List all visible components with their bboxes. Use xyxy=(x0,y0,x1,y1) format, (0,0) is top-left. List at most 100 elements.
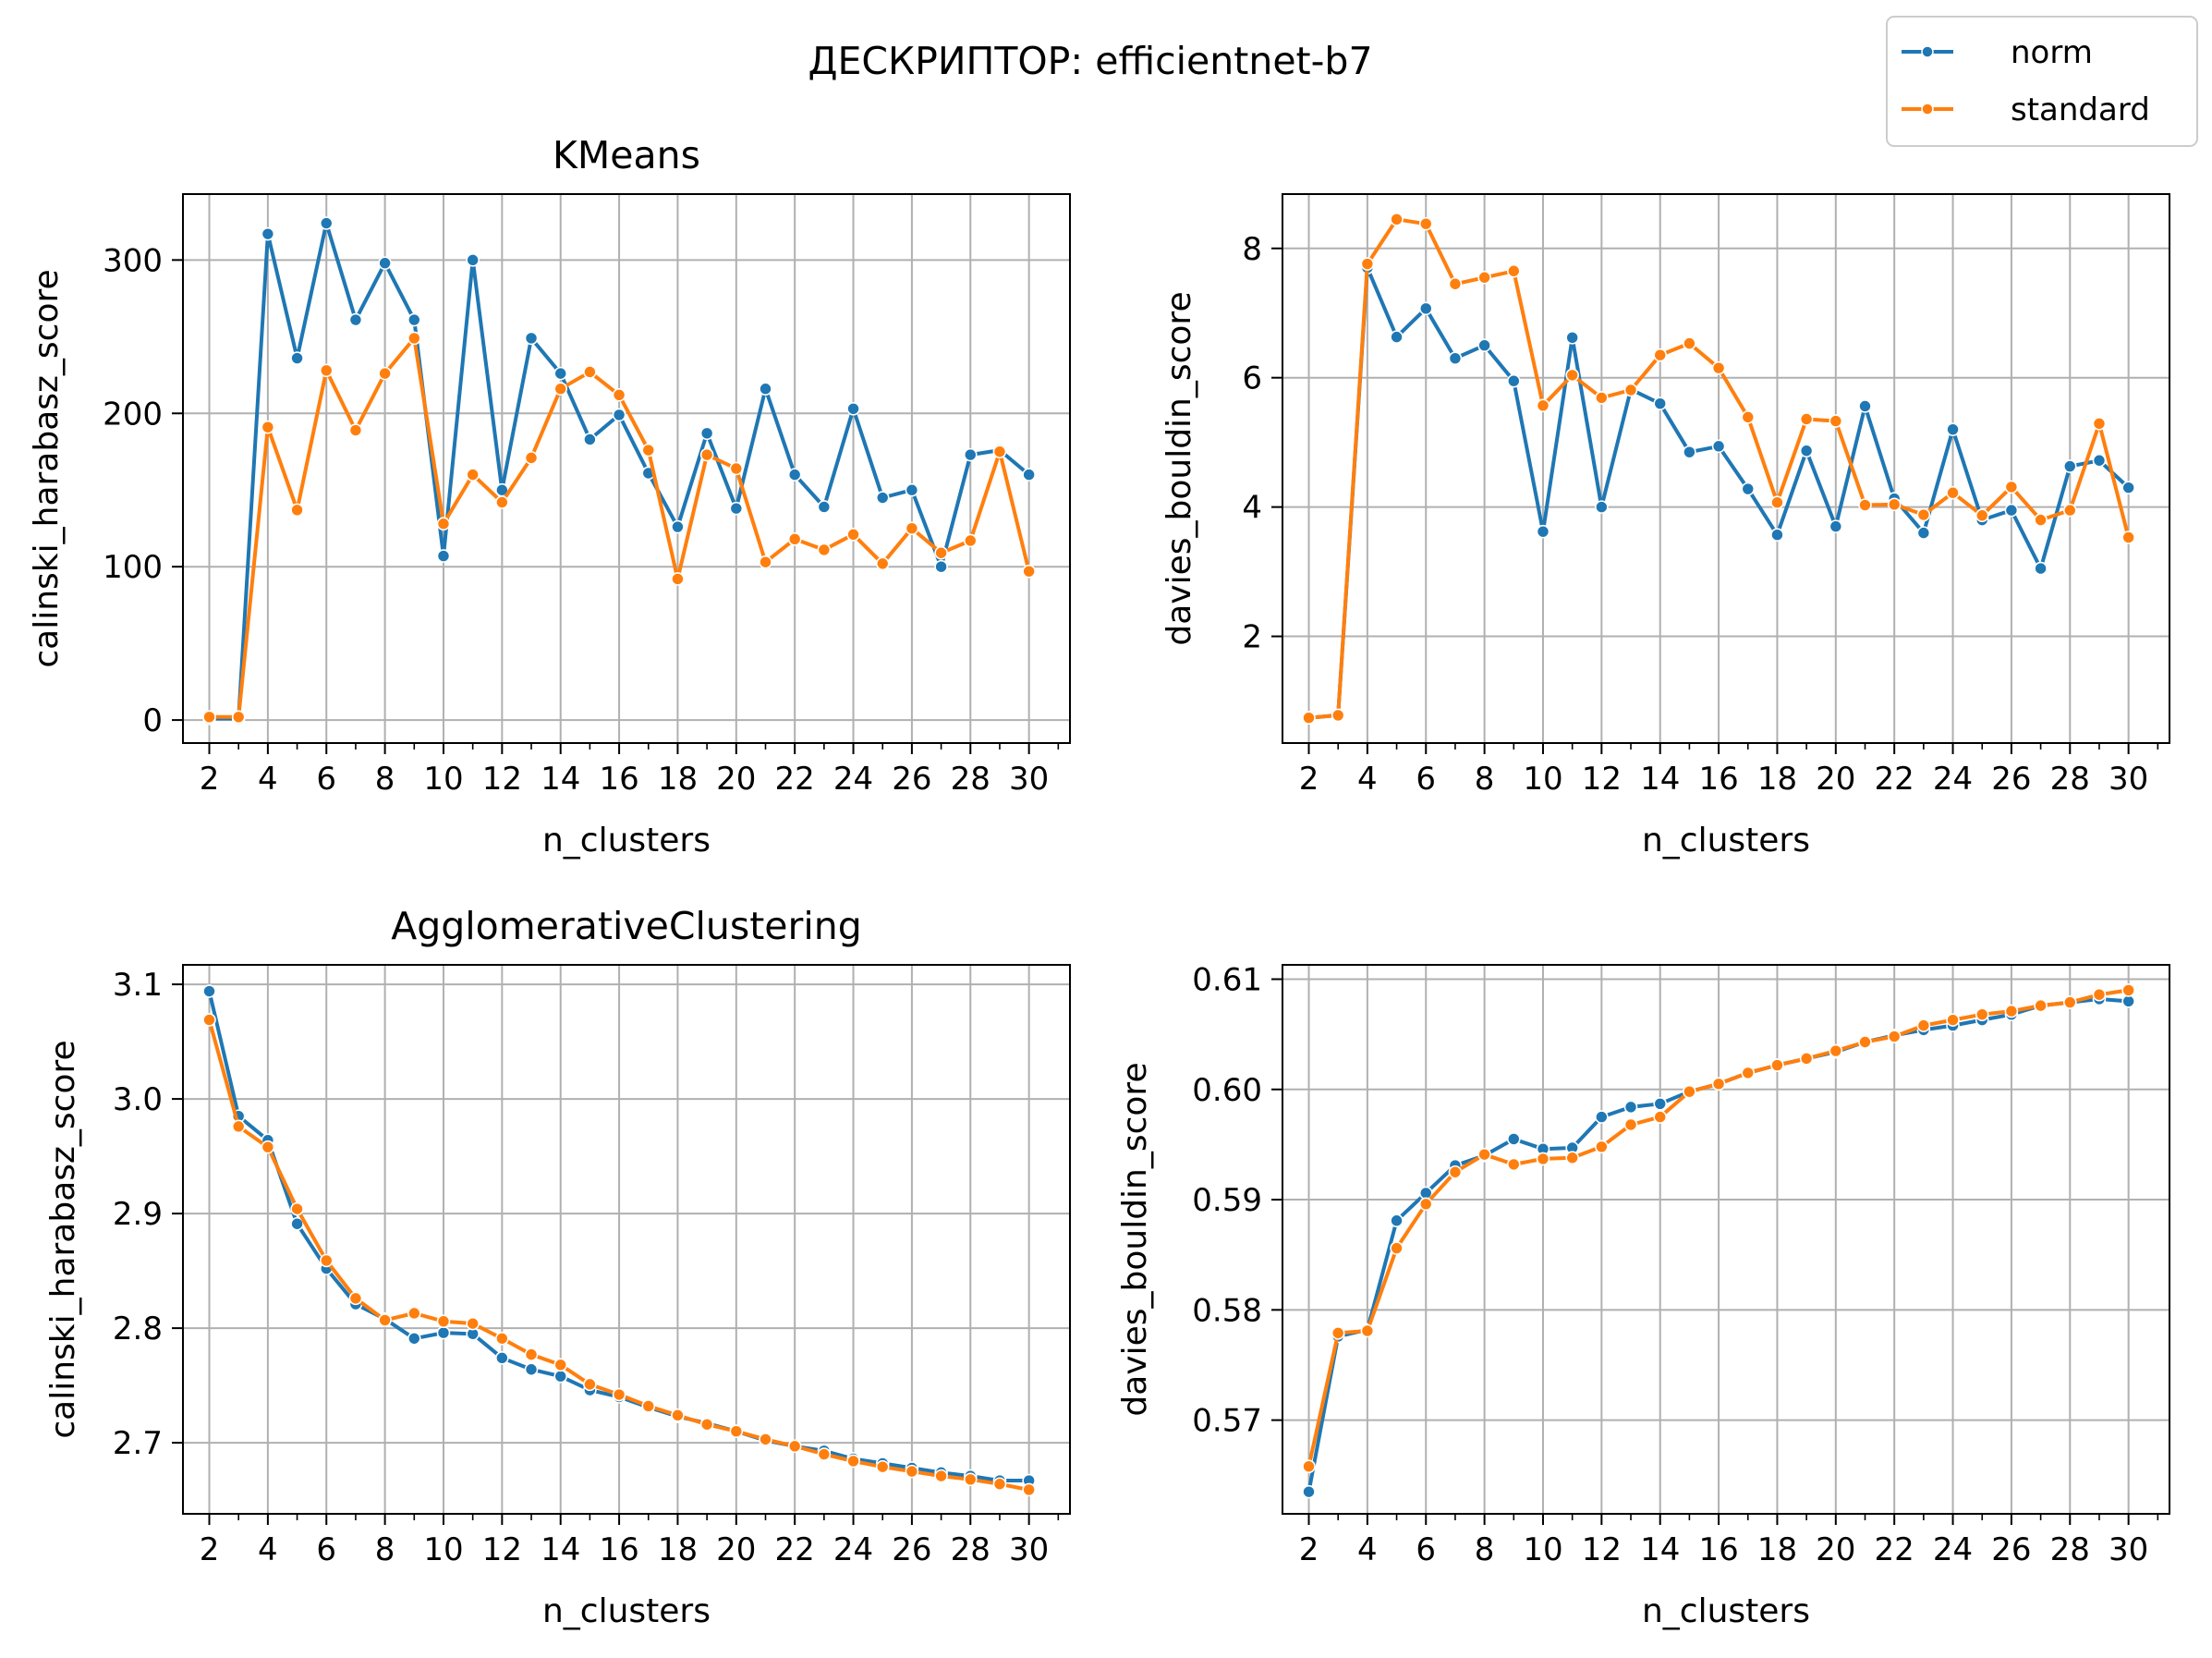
agglomerative-calinski-point-norm xyxy=(290,1216,304,1231)
kmeans-calinski-x-tick-label: 14 xyxy=(541,761,580,798)
kmeans-davies-x-axis-label: n_clusters xyxy=(1642,822,1810,859)
agglomerative-davies-x-tick-label: 16 xyxy=(1698,1531,1738,1568)
kmeans-calinski-point-norm xyxy=(905,482,919,497)
kmeans-calinski-point-standard xyxy=(817,543,832,557)
kmeans-calinski-point-standard xyxy=(641,443,656,457)
kmeans-calinski-point-norm xyxy=(729,501,744,516)
kmeans-davies-y-axis-label: davies_bouldin_score xyxy=(1161,291,1198,645)
agglomerative-davies-point-norm xyxy=(1302,1484,1316,1499)
legend-entry-standard: standard xyxy=(1902,91,2150,128)
kmeans-calinski-point-norm xyxy=(759,382,772,396)
kmeans-davies-x-tick-label: 18 xyxy=(1757,761,1797,798)
agglomerative-calinski-point-standard xyxy=(934,1469,948,1483)
agglomerative-calinski-point-standard xyxy=(905,1464,919,1479)
kmeans-davies-point-norm xyxy=(1536,524,1550,539)
kmeans-davies-point-standard xyxy=(1302,711,1316,725)
agglomerative-calinski-x-tick-label: 14 xyxy=(541,1531,580,1568)
kmeans-davies-x-tick-label: 24 xyxy=(1933,761,1973,798)
kmeans-calinski-point-standard xyxy=(905,521,919,536)
agglomerative-calinski-point-standard xyxy=(699,1417,714,1432)
agglomerative-davies-point-norm xyxy=(1390,1213,1404,1228)
agglomerative-calinski-x-tick-label: 2 xyxy=(200,1531,220,1568)
agglomerative-davies-point-standard xyxy=(1595,1140,1609,1154)
kmeans-calinski-x-tick-label: 16 xyxy=(599,761,638,798)
kmeans-calinski-point-standard xyxy=(787,532,802,546)
agglomerative-davies-x-tick-label: 2 xyxy=(1299,1531,1319,1568)
agglomerative-davies-point-standard xyxy=(2004,1004,2019,1018)
agglomerative-davies-point-norm xyxy=(1653,1096,1668,1111)
kmeans-davies-x-tick-label: 26 xyxy=(1991,761,2031,798)
kmeans-davies-point-norm xyxy=(1741,482,1756,496)
kmeans-davies-point-norm xyxy=(1595,500,1609,514)
agglomerative-calinski-x-tick-label: 6 xyxy=(316,1531,336,1568)
agglomerative-davies-axes-frame xyxy=(1282,964,2170,1515)
kmeans-davies-point-norm xyxy=(2062,459,2077,473)
agglomerative-davies-x-tick-label: 6 xyxy=(1416,1531,1436,1568)
agglomerative-davies-point-standard xyxy=(1887,1030,1902,1043)
kmeans-calinski-x-tick-label: 24 xyxy=(833,761,873,798)
agglomerative-davies-y-tick-label: 0.59 xyxy=(1192,1182,1262,1219)
kmeans-davies-point-standard xyxy=(2004,480,2019,494)
kmeans-davies-axes-frame xyxy=(1282,193,2170,744)
kmeans-davies-point-norm xyxy=(1711,439,1726,454)
kmeans-davies-x-tick-label: 14 xyxy=(1640,761,1680,798)
kmeans-davies-point-standard xyxy=(1448,276,1463,291)
kmeans-davies-point-standard xyxy=(1946,485,1960,500)
kmeans-calinski-y-tick-label: 300 xyxy=(103,242,163,279)
agglomerative-davies-x-tick-label: 20 xyxy=(1816,1531,1855,1568)
kmeans-davies-point-norm xyxy=(2034,561,2048,576)
kmeans-calinski-point-norm xyxy=(261,226,275,241)
agglomerative-calinski-axes-frame xyxy=(182,964,1071,1515)
agglomerative-calinski-point-standard xyxy=(261,1140,275,1154)
agglomerative-calinski-x-tick-label: 20 xyxy=(716,1531,756,1568)
kmeans-davies-point-standard xyxy=(1595,391,1609,405)
agglomerative-calinski-point-standard xyxy=(817,1447,832,1461)
agglomerative-calinski-point-norm xyxy=(553,1369,568,1384)
kmeans-calinski-x-tick-label: 22 xyxy=(775,761,815,798)
agglomerative-calinski-x-tick-label: 18 xyxy=(658,1531,698,1568)
agglomerative-calinski-point-standard xyxy=(553,1358,568,1372)
agglomerative-calinski-y-tick-label: 2.9 xyxy=(113,1196,163,1233)
kmeans-calinski-point-norm xyxy=(407,312,421,327)
kmeans-calinski-y-tick-label: 200 xyxy=(103,396,163,433)
kmeans-calinski-point-standard xyxy=(524,451,539,465)
kmeans-davies-y-tick-label: 6 xyxy=(1242,360,1262,397)
kmeans-calinski-point-standard xyxy=(875,556,890,571)
kmeans-calinski-point-standard xyxy=(1022,564,1036,579)
legend-label-standard: standard xyxy=(2011,91,2150,128)
kmeans-calinski-point-standard xyxy=(729,461,744,476)
agglomerative-davies-x-axis-label: n_clusters xyxy=(1642,1592,1810,1630)
kmeans-calinski-point-standard xyxy=(934,545,948,560)
agglomerative-davies-point-standard xyxy=(2092,987,2107,1002)
agglomerative-calinski-y-axis-label: calinski_harabasz_score xyxy=(44,1040,82,1438)
agglomerative-calinski-x-tick-label: 8 xyxy=(375,1531,395,1568)
agglomerative-davies-x-tick-label: 8 xyxy=(1475,1531,1495,1568)
kmeans-calinski-point-standard xyxy=(553,382,568,396)
kmeans-davies-point-standard xyxy=(1565,368,1579,383)
kmeans-davies-point-standard xyxy=(1741,410,1756,424)
agglomerative-calinski-point-standard xyxy=(992,1477,1007,1492)
kmeans-davies-point-standard xyxy=(1887,497,1902,512)
kmeans-calinski-x-tick-label: 8 xyxy=(375,761,395,798)
legend-entry-norm: norm xyxy=(1902,34,2093,71)
agglomerative-calinski-point-standard xyxy=(671,1408,685,1422)
agglomerative-calinski-x-tick-label: 24 xyxy=(833,1531,873,1568)
agglomerative-davies-point-standard xyxy=(1448,1164,1463,1179)
kmeans-davies-x-tick-label: 16 xyxy=(1698,761,1738,798)
agglomerative-davies-point-standard xyxy=(1623,1117,1638,1132)
kmeans-davies-point-standard xyxy=(1390,212,1404,226)
kmeans-calinski-point-norm xyxy=(671,519,685,534)
agglomerative-davies-point-standard xyxy=(1829,1043,1843,1058)
kmeans-calinski-y-axis-label: calinski_harabasz_score xyxy=(28,269,66,667)
kmeans-calinski-point-standard xyxy=(378,366,392,381)
agglomerative-davies-point-standard xyxy=(1477,1147,1491,1162)
kmeans-davies-point-norm xyxy=(1799,444,1814,458)
kmeans-davies-point-norm xyxy=(1946,422,1960,436)
agglomerative-davies-point-standard xyxy=(1390,1241,1404,1255)
kmeans-calinski-panel: 2 4 6 8 10 12 14 16 18 20 22 24 26 28 300100200300KMea… xyxy=(28,133,1071,859)
legend-frame xyxy=(1886,16,2198,147)
agglomerative-davies-panel: 2 4 6 8 10 12 14 16 18 20 22 24 26 28 300.570.580.590.… xyxy=(1116,962,2170,1630)
kmeans-davies-x-tick-label: 6 xyxy=(1416,761,1436,798)
kmeans-calinski-y-tick-label: 0 xyxy=(142,702,163,739)
agglomerative-davies-x-tick-label: 24 xyxy=(1933,1531,1973,1568)
